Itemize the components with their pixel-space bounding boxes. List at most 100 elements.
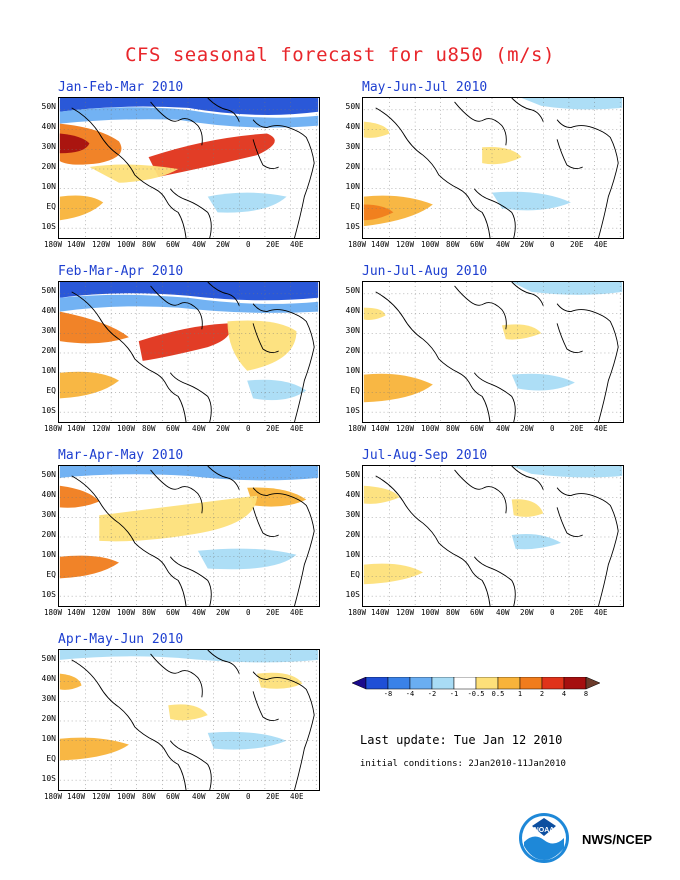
longitude-label: 60W [166,792,180,801]
forecast-panel: Jun-Jul-Aug 2010 50N 40N 30N 20N 10N EQ 10S 180W… [346,264,624,434]
longitude-label: 100W [117,424,136,433]
longitude-label: 0 [550,424,555,433]
longitude-labels: 180W 140W 120W 100W 80W 60W 40W 20W 0 20E 40E [44,424,330,434]
longitude-label: 140W [67,424,86,433]
latitude-label: 40N [41,490,56,499]
longitude-label: 100W [117,608,136,617]
colorbar-label: -0.5 [467,690,485,698]
longitude-label: 120W [92,240,111,249]
longitude-label: 60W [166,608,180,617]
forecast-map [362,97,624,239]
forecast-panel: May-Jun-Jul 2010 50N 40N 30N 20N 10N EQ 10S 180W… [346,80,624,250]
latitude-label: 10N [345,182,360,191]
latitude-label: 50N [41,654,56,663]
panel-title: Apr-May-Jun 2010 [58,632,184,647]
longitude-label: 60W [470,424,484,433]
longitude-label: 100W [421,240,440,249]
longitude-label: 40W [192,792,206,801]
longitude-labels: 180W 140W 120W 100W 80W 60W 40W 20W 0 20E 40E [44,792,330,802]
latitude-label: 10S [41,590,56,599]
longitude-label: 120W [92,792,111,801]
latitude-label: 40N [345,490,360,499]
latitude-label: 30N [41,510,56,519]
longitude-label: 40E [594,608,608,617]
longitude-label: 20E [570,608,584,617]
longitude-labels: 180W 140W 120W 100W 80W 60W 40W 20W 0 20E 40E [44,240,330,250]
longitude-label: 80W [142,608,156,617]
longitude-label: 180W [44,424,63,433]
colorbar-label: 2 [539,690,545,698]
forecast-panel: Jul-Aug-Sep 2010 50N 40N 30N 20N 10N EQ 10S 180W… [346,448,624,618]
panel-title: Mar-Apr-May 2010 [58,448,184,463]
longitude-label: 40E [290,240,304,249]
longitude-label: 180W [348,424,367,433]
latitude-label: 20N [41,162,56,171]
longitude-label: 60W [166,240,180,249]
last-update-text: Last update: Tue Jan 12 2010 [360,733,563,747]
longitude-label: 20W [216,792,230,801]
latitude-label: 10N [345,366,360,375]
longitude-label: 0 [246,424,251,433]
longitude-label: 20E [266,792,280,801]
latitude-label: EQ [46,386,56,395]
longitude-label: 40E [594,240,608,249]
colorbar-label: 1 [517,690,523,698]
longitude-label: 20E [266,424,280,433]
latitude-label: 10S [345,222,360,231]
latitude-label: 10N [41,182,56,191]
latitude-label: 20N [41,714,56,723]
longitude-label: 20W [520,608,534,617]
forecast-map [362,281,624,423]
longitude-label: 180W [348,240,367,249]
longitude-label: 100W [421,608,440,617]
latitude-label: 20N [345,346,360,355]
longitude-label: 40W [192,608,206,617]
latitude-label: 40N [41,306,56,315]
longitude-label: 120W [396,608,415,617]
longitude-label: 80W [446,240,460,249]
longitude-label: 0 [246,240,251,249]
longitude-label: 180W [44,608,63,617]
latitude-label: 10N [41,550,56,559]
longitude-label: 20E [266,608,280,617]
latitude-label: 50N [345,102,360,111]
longitude-label: 180W [44,792,63,801]
color-legend: -8 -4 -2 -1 -0.5 0.5 1 2 4 8 [351,676,628,698]
latitude-label: 20N [41,346,56,355]
colorbar-label: -1 [449,690,459,698]
panel-title: Feb-Mar-Apr 2010 [58,264,184,279]
longitude-label: 20E [570,240,584,249]
panel-title: Jul-Aug-Sep 2010 [362,448,488,463]
longitude-label: 40W [192,424,206,433]
longitude-label: 140W [371,608,390,617]
latitude-label: EQ [350,386,360,395]
page-title: CFS seasonal forecast for u850 (m/s) [125,44,555,66]
latitude-label: 50N [41,102,56,111]
colorbar-label: 0.5 [491,690,505,698]
longitude-label: 80W [142,424,156,433]
forecast-panel: Feb-Mar-Apr 2010 50N 40N 30N 20N 10N EQ 10S 180W… [42,264,320,434]
latitude-label: 10S [345,406,360,415]
latitude-label: EQ [46,754,56,763]
longitude-label: 20E [266,240,280,249]
longitude-label: 120W [396,240,415,249]
longitude-label: 20W [520,424,534,433]
latitude-label: 50N [345,286,360,295]
longitude-label: 100W [117,792,136,801]
longitude-label: 180W [44,240,63,249]
latitude-label: 50N [41,286,56,295]
forecast-map [58,97,320,239]
longitude-label: 100W [421,424,440,433]
latitude-label: 10N [41,366,56,375]
longitude-labels: 180W 140W 120W 100W 80W 60W 40W 20W 0 20E 40E [44,608,330,618]
longitude-label: 80W [142,792,156,801]
agency-label: NWS/NCEP [582,832,653,847]
panel-title: Jan-Feb-Mar 2010 [58,80,184,95]
longitude-label: 0 [246,792,251,801]
latitude-label: 40N [41,674,56,683]
noaa-logo-icon: NOAA [518,812,570,864]
latitude-label: 10S [41,774,56,783]
latitude-label: EQ [350,570,360,579]
longitude-label: 40W [192,240,206,249]
longitude-label: 20W [216,240,230,249]
